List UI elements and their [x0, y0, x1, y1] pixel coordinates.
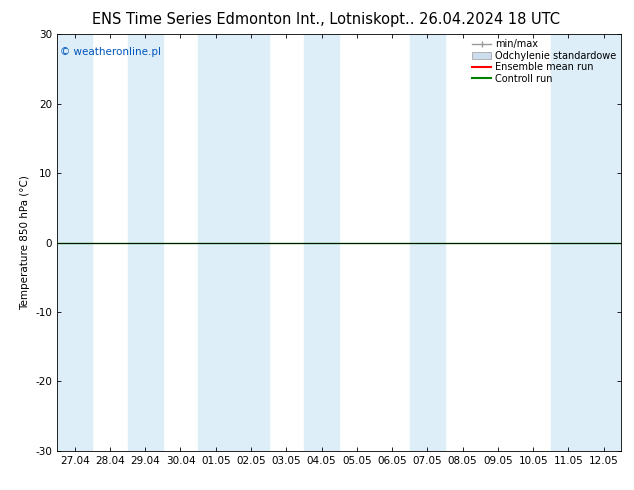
Text: © weatheronline.pl: © weatheronline.pl — [60, 47, 161, 57]
Text: ENS Time Series Edmonton Int., Lotnisko: ENS Time Series Edmonton Int., Lotnisko — [92, 12, 390, 27]
Bar — [304, 34, 339, 451]
Bar — [127, 34, 163, 451]
Bar — [551, 34, 586, 451]
Y-axis label: Temperature 850 hPa (°C): Temperature 850 hPa (°C) — [20, 175, 30, 310]
Bar — [410, 34, 445, 451]
Bar — [57, 34, 93, 451]
Bar — [198, 34, 233, 451]
Text: pt.. 26.04.2024 18 UTC: pt.. 26.04.2024 18 UTC — [391, 12, 560, 27]
Bar — [233, 34, 269, 451]
Legend: min/max, Odchylenie standardowe, Ensemble mean run, Controll run: min/max, Odchylenie standardowe, Ensembl… — [470, 37, 618, 85]
Bar — [586, 34, 621, 451]
